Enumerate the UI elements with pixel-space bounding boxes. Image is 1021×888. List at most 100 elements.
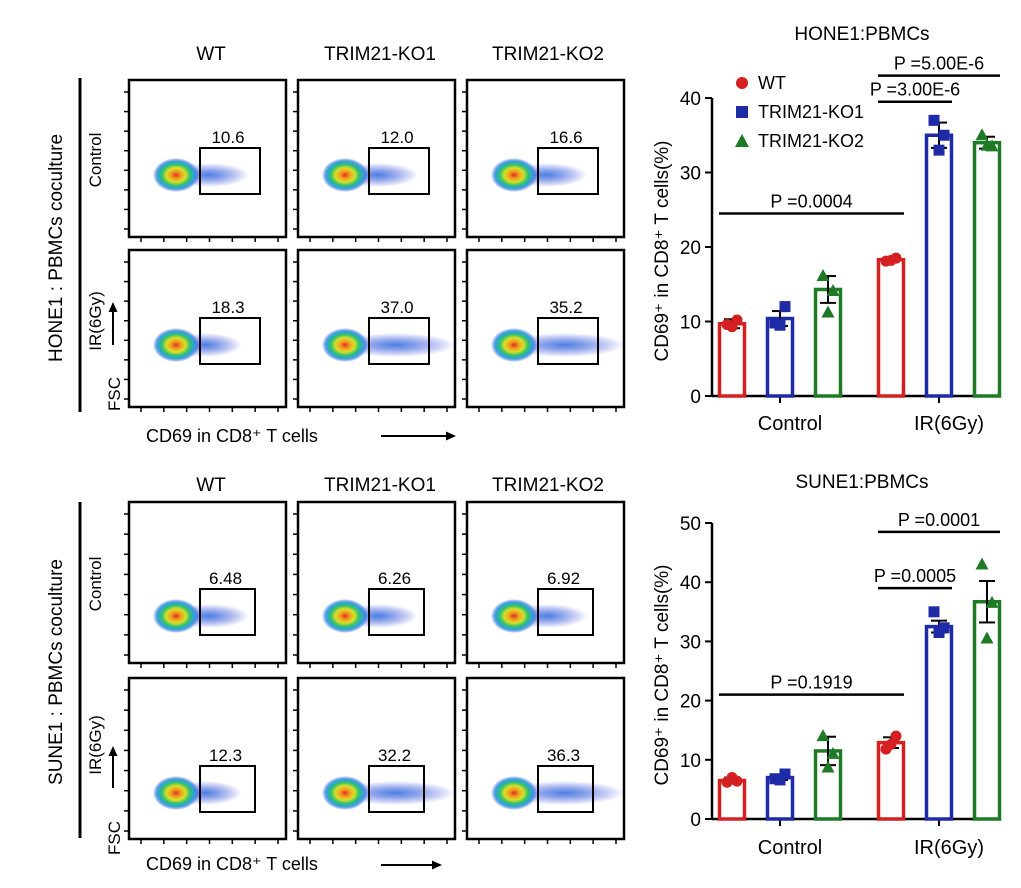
event-cloud	[491, 776, 537, 810]
condition-label-ir: IR(6Gy)	[86, 291, 105, 351]
flow-panel: 18.3	[124, 248, 288, 412]
panel-frame	[465, 676, 626, 841]
y-tick-label: 50	[680, 514, 701, 535]
cd69-axis-label: CD69 in CD8⁺ T cells	[146, 854, 318, 874]
column-label-ko2: TRIM21-KO2	[492, 44, 604, 65]
category-label: Control	[758, 837, 822, 859]
panel-frame	[296, 248, 457, 409]
panel-frame	[127, 676, 288, 841]
bar	[924, 624, 954, 821]
gate-percentage: 35.2	[549, 298, 582, 317]
gate-rect	[368, 588, 425, 636]
p-value-label: P =0.1919	[770, 673, 852, 693]
p-value-label: P =5.00E-6	[894, 54, 984, 74]
event-cloud	[491, 599, 537, 633]
condition-label-control: Control	[86, 557, 105, 612]
gate-rect	[368, 317, 430, 365]
flow-block-sune1: WT TRIM21-KO1 TRIM21-KO2 SUNE1 : PBMCs c…	[46, 475, 626, 874]
column-label-wt: WT	[196, 44, 226, 65]
row-title: HONE1 : PBMCs coculture	[46, 134, 67, 362]
legend-marker	[736, 77, 748, 89]
chart-title: SUNE1:PBMCs	[795, 472, 928, 493]
event-cloud	[153, 328, 199, 362]
panel-frame	[127, 248, 288, 409]
cd69-axis-label: CD69 in CD8⁺ T cells	[146, 426, 318, 446]
data-point	[928, 114, 940, 126]
data-point	[774, 774, 786, 786]
gate-percentage: 37.0	[380, 298, 413, 317]
flow-panel: 35.2	[462, 248, 626, 412]
gate-rect	[199, 765, 256, 813]
data-point	[826, 746, 840, 759]
fsc-arrow-head	[108, 746, 118, 756]
p-value-label: P =0.0005	[874, 566, 956, 586]
event-cloud	[322, 776, 368, 810]
flow-panel: 6.92	[462, 500, 626, 668]
gate-rect	[199, 317, 261, 365]
data-point	[933, 144, 945, 156]
y-tick-label: 40	[680, 89, 701, 110]
legend-marker	[735, 134, 749, 147]
data-point	[779, 768, 791, 780]
data-point	[975, 128, 989, 141]
flow-panel: 10.6	[124, 78, 288, 242]
chart-title: HONE1:PBMCs	[794, 24, 929, 45]
data-point	[726, 321, 738, 333]
data-point	[816, 269, 830, 282]
gate-percentage: 12.0	[380, 128, 413, 147]
gate-percentage: 6.92	[547, 569, 580, 588]
bar	[813, 287, 843, 398]
event-cloud	[322, 158, 368, 192]
y-axis-label: CD69⁺ in CD8⁺ T cells(%)	[652, 140, 673, 361]
condition-label-control: Control	[86, 133, 105, 188]
data-point	[821, 760, 835, 773]
column-label-wt: WT	[196, 475, 226, 496]
bar-chart-hone1: HONE1:PBMCs 0 10 20 30 40 CD69⁺ in CD8⁺ T cell…	[652, 24, 1002, 435]
gate-percentage: 18.3	[211, 298, 244, 317]
bar	[717, 321, 747, 398]
event-cloud	[153, 776, 199, 810]
data-point	[885, 738, 897, 750]
legend-label: WT	[758, 73, 786, 93]
column-label-ko1: TRIM21-KO1	[324, 44, 436, 65]
gate-rect	[368, 147, 430, 195]
event-cloud	[322, 599, 368, 633]
category-label: Control	[758, 413, 822, 435]
y-axis-label: CD69⁺ in CD8⁺ T cells(%)	[652, 564, 673, 785]
gate-percentage: 6.48	[209, 569, 242, 588]
y-tick-label: 10	[680, 751, 701, 772]
data-point	[816, 729, 830, 742]
y-tick-label: 0	[690, 810, 701, 831]
y-tick-label: 20	[680, 238, 701, 259]
flow-panel: 12.0	[293, 78, 457, 242]
event-cloud	[491, 158, 537, 192]
y-tick-label: 40	[680, 573, 701, 594]
y-tick-label: 10	[680, 313, 701, 334]
data-point	[774, 319, 786, 331]
panel-frame	[465, 248, 626, 409]
gate-percentage: 10.6	[211, 128, 244, 147]
gate-rect	[199, 147, 261, 195]
event-cloud	[491, 328, 537, 362]
gate-rect	[199, 588, 256, 636]
flow-block-hone1: WT TRIM21-KO1 TRIM21-KO2 HONE1 : PBMCs c…	[46, 44, 626, 446]
gate-percentage: 36.3	[547, 746, 580, 765]
flow-panels: 10.6 12.0 16.6 18.3 37.0 35.2	[124, 78, 626, 412]
gate-rect	[537, 317, 599, 365]
gate-percentage: 12.3	[209, 746, 242, 765]
cd69-arrow-head	[432, 860, 442, 870]
data-point	[928, 606, 940, 618]
y-tick-label: 30	[680, 632, 701, 653]
event-cloud	[153, 158, 199, 192]
y-tick-label: 0	[690, 387, 701, 408]
gate-percentage: 6.26	[378, 569, 411, 588]
column-label-ko1: TRIM21-KO1	[324, 475, 436, 496]
bar	[972, 140, 1002, 398]
flow-panel: 6.26	[293, 500, 457, 668]
flow-panel: 6.48	[124, 500, 288, 668]
gate-percentage: 32.2	[378, 746, 411, 765]
flow-panel: 32.2	[293, 676, 457, 844]
data-point	[933, 627, 945, 639]
panel-frame	[296, 676, 457, 841]
